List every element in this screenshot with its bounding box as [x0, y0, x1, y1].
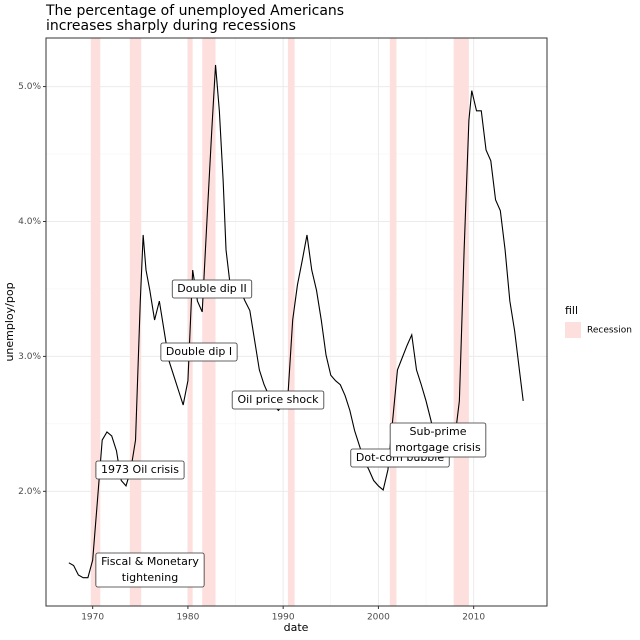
y-tick-label: 3.0% [18, 352, 41, 362]
x-axis-label: date [284, 621, 309, 634]
chart-title: The percentage of unemployed Americans [45, 3, 344, 19]
annotation-box [389, 422, 487, 458]
recession-band [287, 38, 295, 606]
annotation: Fiscal & Monetary tightening [95, 552, 205, 588]
x-tick-label: 2010 [462, 613, 485, 623]
x-tick-label: 1990 [272, 613, 295, 623]
annotation-label: tightening [122, 571, 178, 584]
annotation-label: Double dip II [177, 282, 246, 295]
annotation-box [95, 552, 205, 588]
annotation-label: 1973 Oil crisis [101, 463, 179, 476]
x-tick-label: 1980 [176, 613, 199, 623]
y-tick-label: 4.0% [18, 217, 41, 227]
annotation-box [160, 342, 238, 362]
recession-band [90, 38, 101, 606]
annotation: Sub-prime mortgage crisis [389, 422, 487, 458]
annotation-label: Oil price shock [238, 393, 320, 406]
recession-band [453, 38, 469, 606]
annotation: Double dip II [171, 279, 253, 299]
x-tick-label: 1970 [81, 613, 104, 623]
annotation-label: Double dip I [166, 345, 232, 358]
y-tick-label: 2.0% [18, 487, 41, 497]
legend-label: Recession [587, 326, 632, 336]
annotation-box [95, 460, 185, 480]
annotation-box [171, 279, 253, 299]
annotation-label: Sub-prime [410, 425, 467, 438]
annotation-label: Fiscal & Monetary [101, 555, 199, 568]
legend-key [565, 322, 581, 338]
annotation-box [231, 390, 325, 410]
chart-title: increases sharply during recessions [46, 18, 296, 34]
annotation: Double dip I [160, 342, 238, 362]
x-tick-label: 2000 [367, 613, 390, 623]
annotation: 1973 Oil crisis [95, 460, 185, 480]
legend-title: fill [565, 304, 578, 317]
recession-band [129, 38, 142, 606]
annotation-label: mortgage crisis [395, 441, 481, 454]
annotation: Oil price shock [231, 390, 325, 410]
recession-band [389, 38, 397, 606]
y-axis-label: unemploy/pop [3, 282, 16, 361]
recession-band [202, 38, 216, 606]
y-tick-label: 5.0% [18, 82, 41, 92]
panel-border [45, 37, 548, 607]
